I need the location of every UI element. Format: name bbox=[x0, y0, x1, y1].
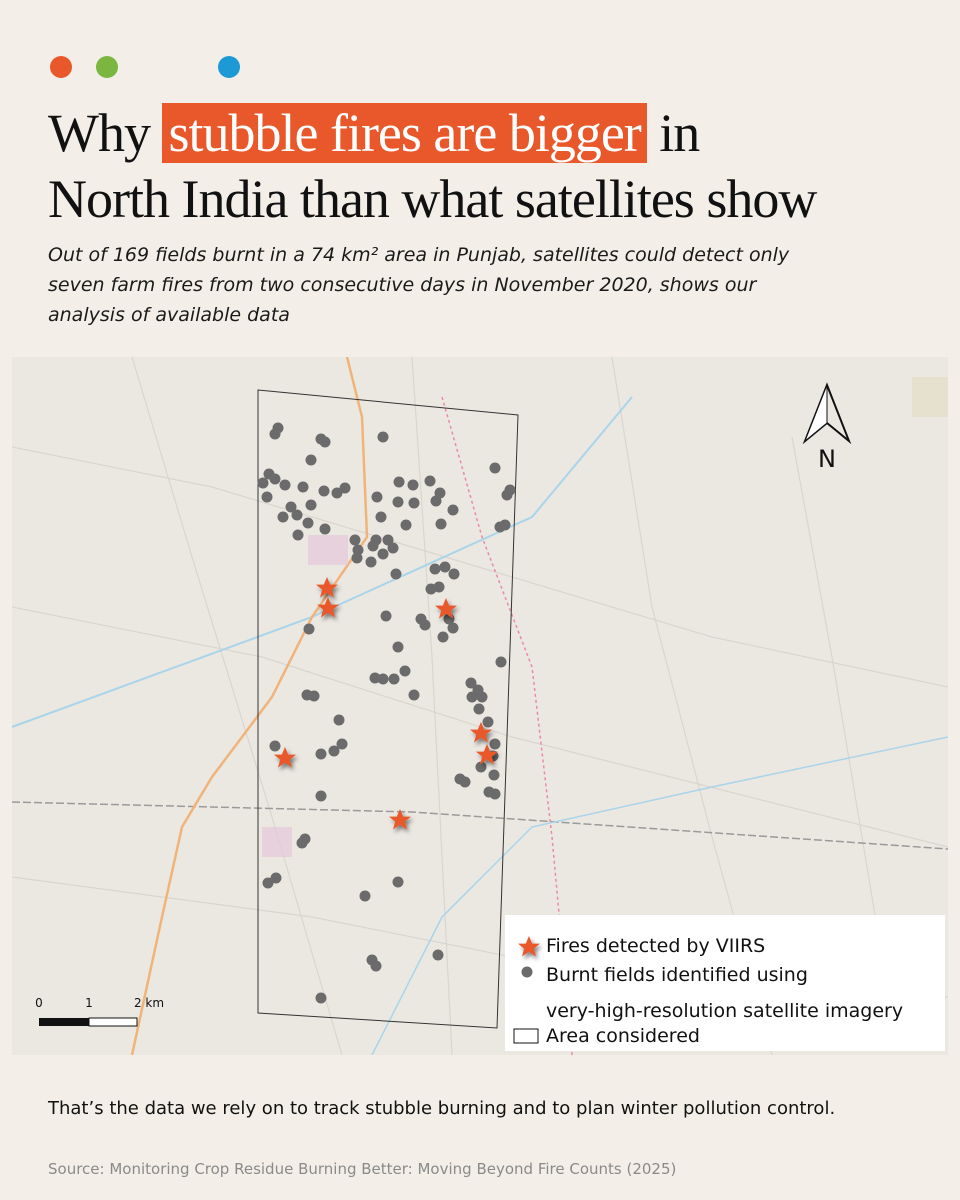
scale-bar: 0 1 2 km bbox=[35, 996, 164, 1027]
title-highlight: stubble fires are bigger bbox=[162, 103, 647, 163]
legend-label: very-high-resolution satellite imagery bbox=[546, 1000, 903, 1022]
railway bbox=[12, 801, 948, 850]
title-text: in bbox=[659, 103, 700, 163]
urban-area bbox=[308, 535, 348, 565]
urban-area bbox=[262, 827, 292, 857]
area-boundary bbox=[257, 389, 519, 1029]
title-text: North India than what satellites show bbox=[48, 169, 817, 229]
legend-label: Area considered bbox=[546, 1025, 700, 1047]
scale-label: 0 bbox=[35, 996, 43, 1010]
scale-label: 1 bbox=[85, 996, 93, 1010]
canal bbox=[371, 736, 948, 1055]
urban-area bbox=[912, 377, 948, 417]
roads bbox=[12, 357, 948, 1055]
legend-label: Fires detected by VIIRS bbox=[546, 935, 765, 957]
legend-box bbox=[505, 915, 945, 1051]
decor-dot bbox=[50, 56, 72, 78]
canal bbox=[12, 396, 633, 728]
burnt-fields bbox=[257, 422, 516, 1004]
compass: N bbox=[802, 382, 852, 473]
scale-label: 2 km bbox=[134, 996, 164, 1010]
legend-label: Burnt fields identified using bbox=[546, 964, 808, 986]
title-text: Why bbox=[48, 103, 151, 163]
map: N 0 1 2 km Fires detected by VIIRS Burnt… bbox=[12, 357, 948, 1055]
footer-note: That’s the data we rely on to track stub… bbox=[48, 1098, 836, 1119]
highway bbox=[130, 357, 369, 1055]
decor-dot bbox=[218, 56, 240, 78]
decor-dot bbox=[96, 56, 118, 78]
title: Why stubble fires are bigger in North In… bbox=[48, 100, 817, 232]
legend: Fires detected by VIIRS Burnt fields ide… bbox=[505, 915, 945, 1051]
source: Source: Monitoring Crop Residue Burning … bbox=[48, 1160, 677, 1178]
compass-label: N bbox=[818, 445, 836, 473]
subtitle: Out of 169 fields burnt in a 74 km² area… bbox=[48, 244, 790, 326]
rail-line bbox=[441, 396, 573, 1055]
